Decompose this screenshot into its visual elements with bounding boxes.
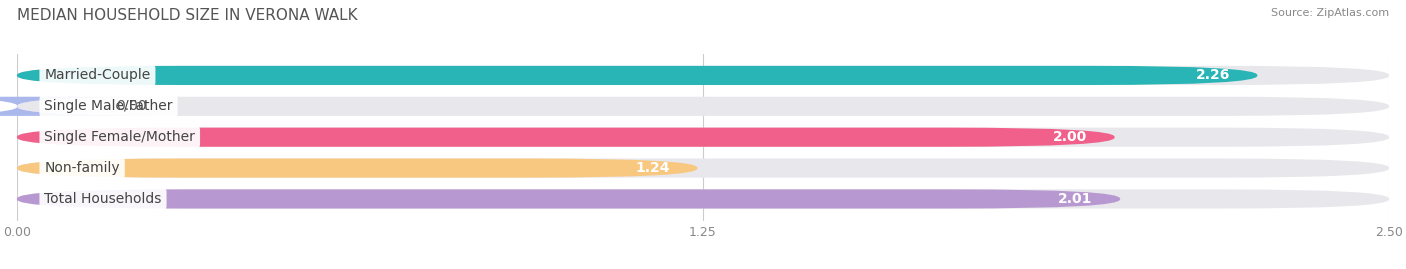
Text: Source: ZipAtlas.com: Source: ZipAtlas.com xyxy=(1271,8,1389,18)
Text: 2.00: 2.00 xyxy=(1053,130,1087,144)
Text: 2.26: 2.26 xyxy=(1195,68,1230,82)
Text: 1.24: 1.24 xyxy=(636,161,671,175)
FancyBboxPatch shape xyxy=(17,189,1389,208)
Text: 2.01: 2.01 xyxy=(1059,192,1092,206)
Text: 0.00: 0.00 xyxy=(115,99,146,113)
Text: Non-family: Non-family xyxy=(45,161,120,175)
Text: MEDIAN HOUSEHOLD SIZE IN VERONA WALK: MEDIAN HOUSEHOLD SIZE IN VERONA WALK xyxy=(17,8,357,23)
FancyBboxPatch shape xyxy=(17,66,1257,85)
FancyBboxPatch shape xyxy=(0,97,181,116)
FancyBboxPatch shape xyxy=(17,128,1115,147)
FancyBboxPatch shape xyxy=(17,158,697,178)
Text: Single Female/Mother: Single Female/Mother xyxy=(45,130,195,144)
Text: Total Households: Total Households xyxy=(45,192,162,206)
FancyBboxPatch shape xyxy=(17,189,1121,208)
FancyBboxPatch shape xyxy=(17,158,1389,178)
FancyBboxPatch shape xyxy=(17,128,1389,147)
Text: Single Male/Father: Single Male/Father xyxy=(45,99,173,113)
FancyBboxPatch shape xyxy=(17,97,1389,116)
Text: Married-Couple: Married-Couple xyxy=(45,68,150,82)
FancyBboxPatch shape xyxy=(17,66,1389,85)
